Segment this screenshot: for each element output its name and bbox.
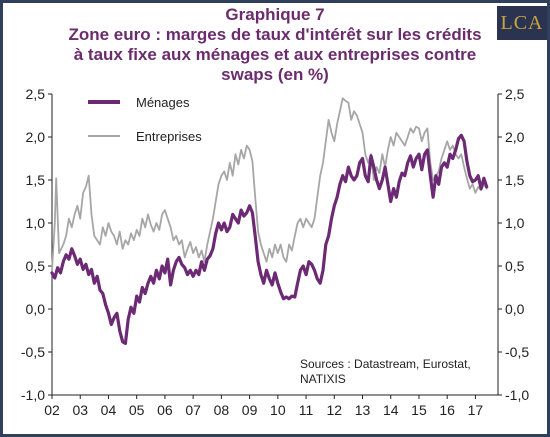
- x-tick-label: 02: [44, 402, 60, 418]
- y-tick-label-right: -1,0: [505, 387, 529, 403]
- x-tick-label: 13: [355, 402, 371, 418]
- legend: Ménages Entreprises: [88, 95, 202, 144]
- y-tick-label-right: 0,0: [505, 301, 525, 317]
- x-tick-label: 06: [157, 402, 173, 418]
- y-tick-label-left: 1,0: [26, 215, 46, 231]
- x-tick-label: 14: [383, 402, 399, 418]
- title-line-2: Zone euro : marges de taux d'intérêt sur…: [68, 25, 482, 44]
- sources-line-2: NATIXIS: [300, 372, 346, 386]
- axes: -1,0 -1,0 -0,5 -0,5 0,0 0,0 0,5 0,5 1,0 1,0 1,5 1,5…: [21, 86, 529, 418]
- sources-line-1: Sources : Datastream, Eurostat,: [300, 357, 471, 371]
- sources-note: Sources : Datastream, Eurostat, NATIXIS: [300, 357, 471, 386]
- x-tick-label: 17: [468, 402, 484, 418]
- x-tick-label: 03: [72, 402, 88, 418]
- x-tick-label: 16: [439, 402, 455, 418]
- x-tick-label: 15: [411, 402, 427, 418]
- y-tick-label-right: 2,0: [505, 129, 525, 145]
- lca-logo: LCA: [497, 6, 547, 40]
- chart-title: Graphique 7 Zone euro : marges de taux d…: [3, 5, 547, 85]
- y-tick-label-left: 2,0: [26, 129, 46, 145]
- x-tick-label: 05: [129, 402, 145, 418]
- series-line-entreprises: [51, 97, 488, 272]
- legend-label-menages: Ménages: [136, 95, 190, 110]
- x-tick-label: 07: [185, 402, 201, 418]
- y-tick-label-left: 1,5: [26, 172, 46, 188]
- title-line-3: à taux fixe aux ménages et aux entrepris…: [73, 45, 477, 64]
- y-tick-label-left: 2,5: [26, 86, 46, 102]
- title-line-4: swaps (en %): [221, 65, 329, 84]
- y-tick-label-left: -1,0: [21, 387, 45, 403]
- x-tick-label: 09: [242, 402, 258, 418]
- x-tick-label: 04: [101, 402, 117, 418]
- legend-label-entreprises: Entreprises: [136, 129, 202, 144]
- y-tick-label-right: -0,5: [505, 344, 529, 360]
- y-tick-label-left: 0,0: [26, 301, 46, 317]
- y-tick-label-left: 0,5: [26, 258, 46, 274]
- y-tick-label-right: 2,5: [505, 86, 525, 102]
- x-tick-label: 10: [270, 402, 286, 418]
- x-tick-label: 12: [326, 402, 342, 418]
- chart-frame: Graphique 7 Zone euro : marges de taux d…: [3, 3, 547, 434]
- y-tick-label-right: 0,5: [505, 258, 525, 274]
- y-tick-label-left: -0,5: [21, 344, 45, 360]
- title-line-1: Graphique 7: [225, 5, 325, 24]
- series-line-menages: [50, 133, 489, 345]
- y-tick-label-right: 1,0: [505, 215, 525, 231]
- x-tick-label: 08: [214, 402, 230, 418]
- y-tick-label-right: 1,5: [505, 172, 525, 188]
- x-tick-label: 11: [299, 402, 314, 418]
- series-layer: [50, 97, 489, 345]
